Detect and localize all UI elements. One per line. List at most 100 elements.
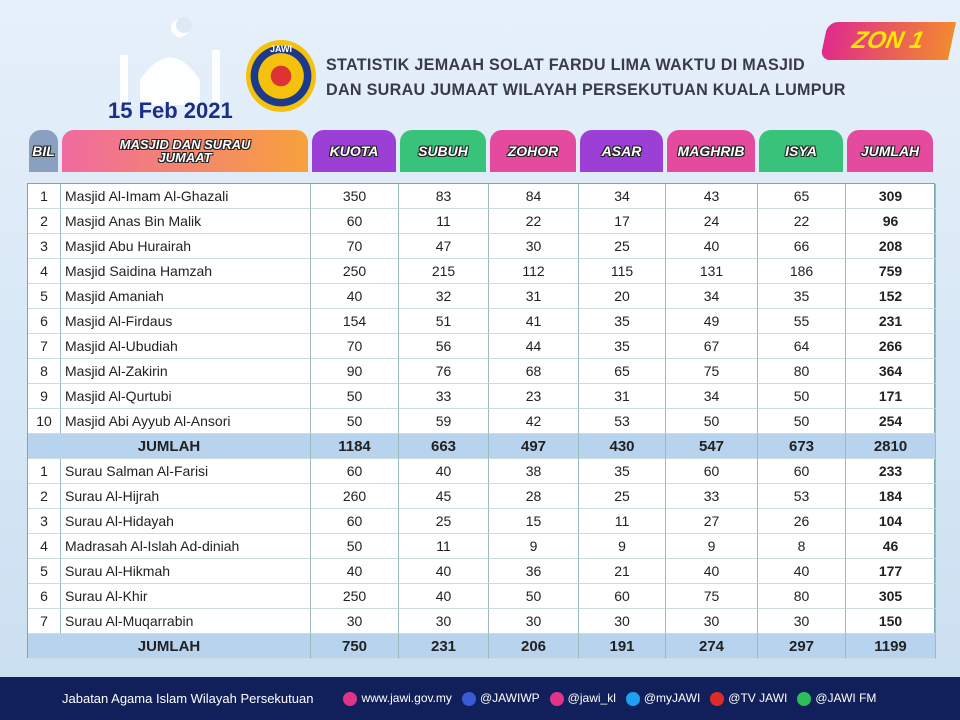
number-cell: 1: [28, 184, 61, 209]
zone-badge: ZON 1: [819, 22, 957, 60]
total-value: 297: [758, 634, 846, 659]
number-cell: 38: [489, 459, 579, 484]
link: @jawi_kl: [549, 691, 616, 706]
total-value: 1199: [846, 634, 936, 659]
number-cell: 250: [311, 259, 399, 284]
total-value: 274: [666, 634, 758, 659]
number-cell: 53: [579, 409, 666, 434]
column-header: MASJID DAN SURAU JUMAAT: [62, 130, 308, 172]
number-cell: 50: [758, 384, 846, 409]
number-cell: 40: [399, 559, 489, 584]
number-cell: 30: [666, 609, 758, 634]
number-cell: 266: [846, 334, 936, 359]
number-cell: 7: [28, 609, 61, 634]
link-text: @JAWIWP: [479, 691, 540, 706]
total-value: 673: [758, 434, 846, 459]
number-cell: 6: [28, 584, 61, 609]
number-cell: 44: [489, 334, 579, 359]
number-cell: 250: [311, 584, 399, 609]
number-cell: 22: [758, 209, 846, 234]
link-text: @TV JAWI: [728, 691, 788, 706]
number-cell: 40: [311, 559, 399, 584]
number-cell: 40: [666, 559, 758, 584]
name-cell: Surau Salman Al-Farisi: [61, 459, 311, 484]
link-text: @jawi_kl: [567, 691, 616, 706]
name-cell: Masjid Abi Ayyub Al-Ansori: [61, 409, 311, 434]
number-cell: 154: [311, 309, 399, 334]
number-cell: 60: [311, 509, 399, 534]
number-cell: 84: [489, 184, 579, 209]
number-cell: 36: [489, 559, 579, 584]
name-cell: Masjid Al-Zakirin: [61, 359, 311, 384]
number-cell: 9: [489, 534, 579, 559]
total-value: 497: [489, 434, 579, 459]
number-cell: 15: [489, 509, 579, 534]
number-cell: 215: [399, 259, 489, 284]
name-cell: Masjid Al-Imam Al-Ghazali: [61, 184, 311, 209]
number-cell: 231: [846, 309, 936, 334]
number-cell: 42: [489, 409, 579, 434]
number-cell: 60: [311, 459, 399, 484]
number-cell: 11: [399, 534, 489, 559]
number-cell: 2: [28, 484, 61, 509]
title: STATISTIK JEMAAH SOLAT FARDU LIMA WAKTU …: [326, 55, 806, 74]
number-cell: 28: [489, 484, 579, 509]
number-cell: 67: [666, 334, 758, 359]
name-cell: Surau Al-Hijrah: [61, 484, 311, 509]
number-cell: 47: [399, 234, 489, 259]
number-cell: 83: [399, 184, 489, 209]
icon: [710, 691, 725, 706]
number-cell: 2: [28, 209, 61, 234]
number-cell: 25: [399, 509, 489, 534]
number-cell: 40: [399, 459, 489, 484]
number-cell: 260: [311, 484, 399, 509]
name-cell: Madrasah Al-Islah Ad-diniah: [61, 534, 311, 559]
total-value: 1184: [311, 434, 399, 459]
total-value: 430: [579, 434, 666, 459]
total-value: 547: [666, 434, 758, 459]
number-cell: 3: [28, 234, 61, 259]
number-cell: 186: [758, 259, 846, 284]
number-cell: 43: [666, 184, 758, 209]
number-cell: 41: [489, 309, 579, 334]
number-cell: 131: [666, 259, 758, 284]
name-cell: Masjid Al-Qurtubi: [61, 384, 311, 409]
number-cell: 66: [758, 234, 846, 259]
number-cell: 90: [311, 359, 399, 384]
number-cell: 34: [666, 284, 758, 309]
number-cell: 112: [489, 259, 579, 284]
number-cell: 22: [489, 209, 579, 234]
number-cell: 60: [666, 459, 758, 484]
number-cell: 80: [758, 359, 846, 384]
column-header: ASAR: [580, 130, 663, 172]
number-cell: 68: [489, 359, 579, 384]
number-cell: 759: [846, 259, 936, 284]
number-cell: 3: [28, 509, 61, 534]
number-cell: 50: [311, 534, 399, 559]
number-cell: 60: [311, 209, 399, 234]
number-cell: 35: [579, 309, 666, 334]
number-cell: 70: [311, 234, 399, 259]
number-cell: 30: [489, 609, 579, 634]
number-cell: 5: [28, 559, 61, 584]
number-cell: 34: [666, 384, 758, 409]
number-cell: 33: [666, 484, 758, 509]
table: 1 Masjid Al-Imam Al-Ghazali 350 83 84 34 43 65 3…: [27, 183, 936, 659]
icon: [343, 691, 358, 706]
number-cell: 46: [846, 534, 936, 559]
number-cell: 70: [311, 334, 399, 359]
name-cell: Masjid Al-Ubudiah: [61, 334, 311, 359]
name-cell: Masjid Saidina Hamzah: [61, 259, 311, 284]
number-cell: 8: [28, 359, 61, 384]
number-cell: 65: [758, 184, 846, 209]
number-cell: 7: [28, 334, 61, 359]
number-cell: 75: [666, 359, 758, 384]
number-cell: 21: [579, 559, 666, 584]
number-cell: 30: [758, 609, 846, 634]
name-cell: Surau Al-Khir: [61, 584, 311, 609]
number-cell: 40: [399, 584, 489, 609]
number-cell: 56: [399, 334, 489, 359]
total-value: 206: [489, 634, 579, 659]
number-cell: 254: [846, 409, 936, 434]
number-cell: 32: [399, 284, 489, 309]
